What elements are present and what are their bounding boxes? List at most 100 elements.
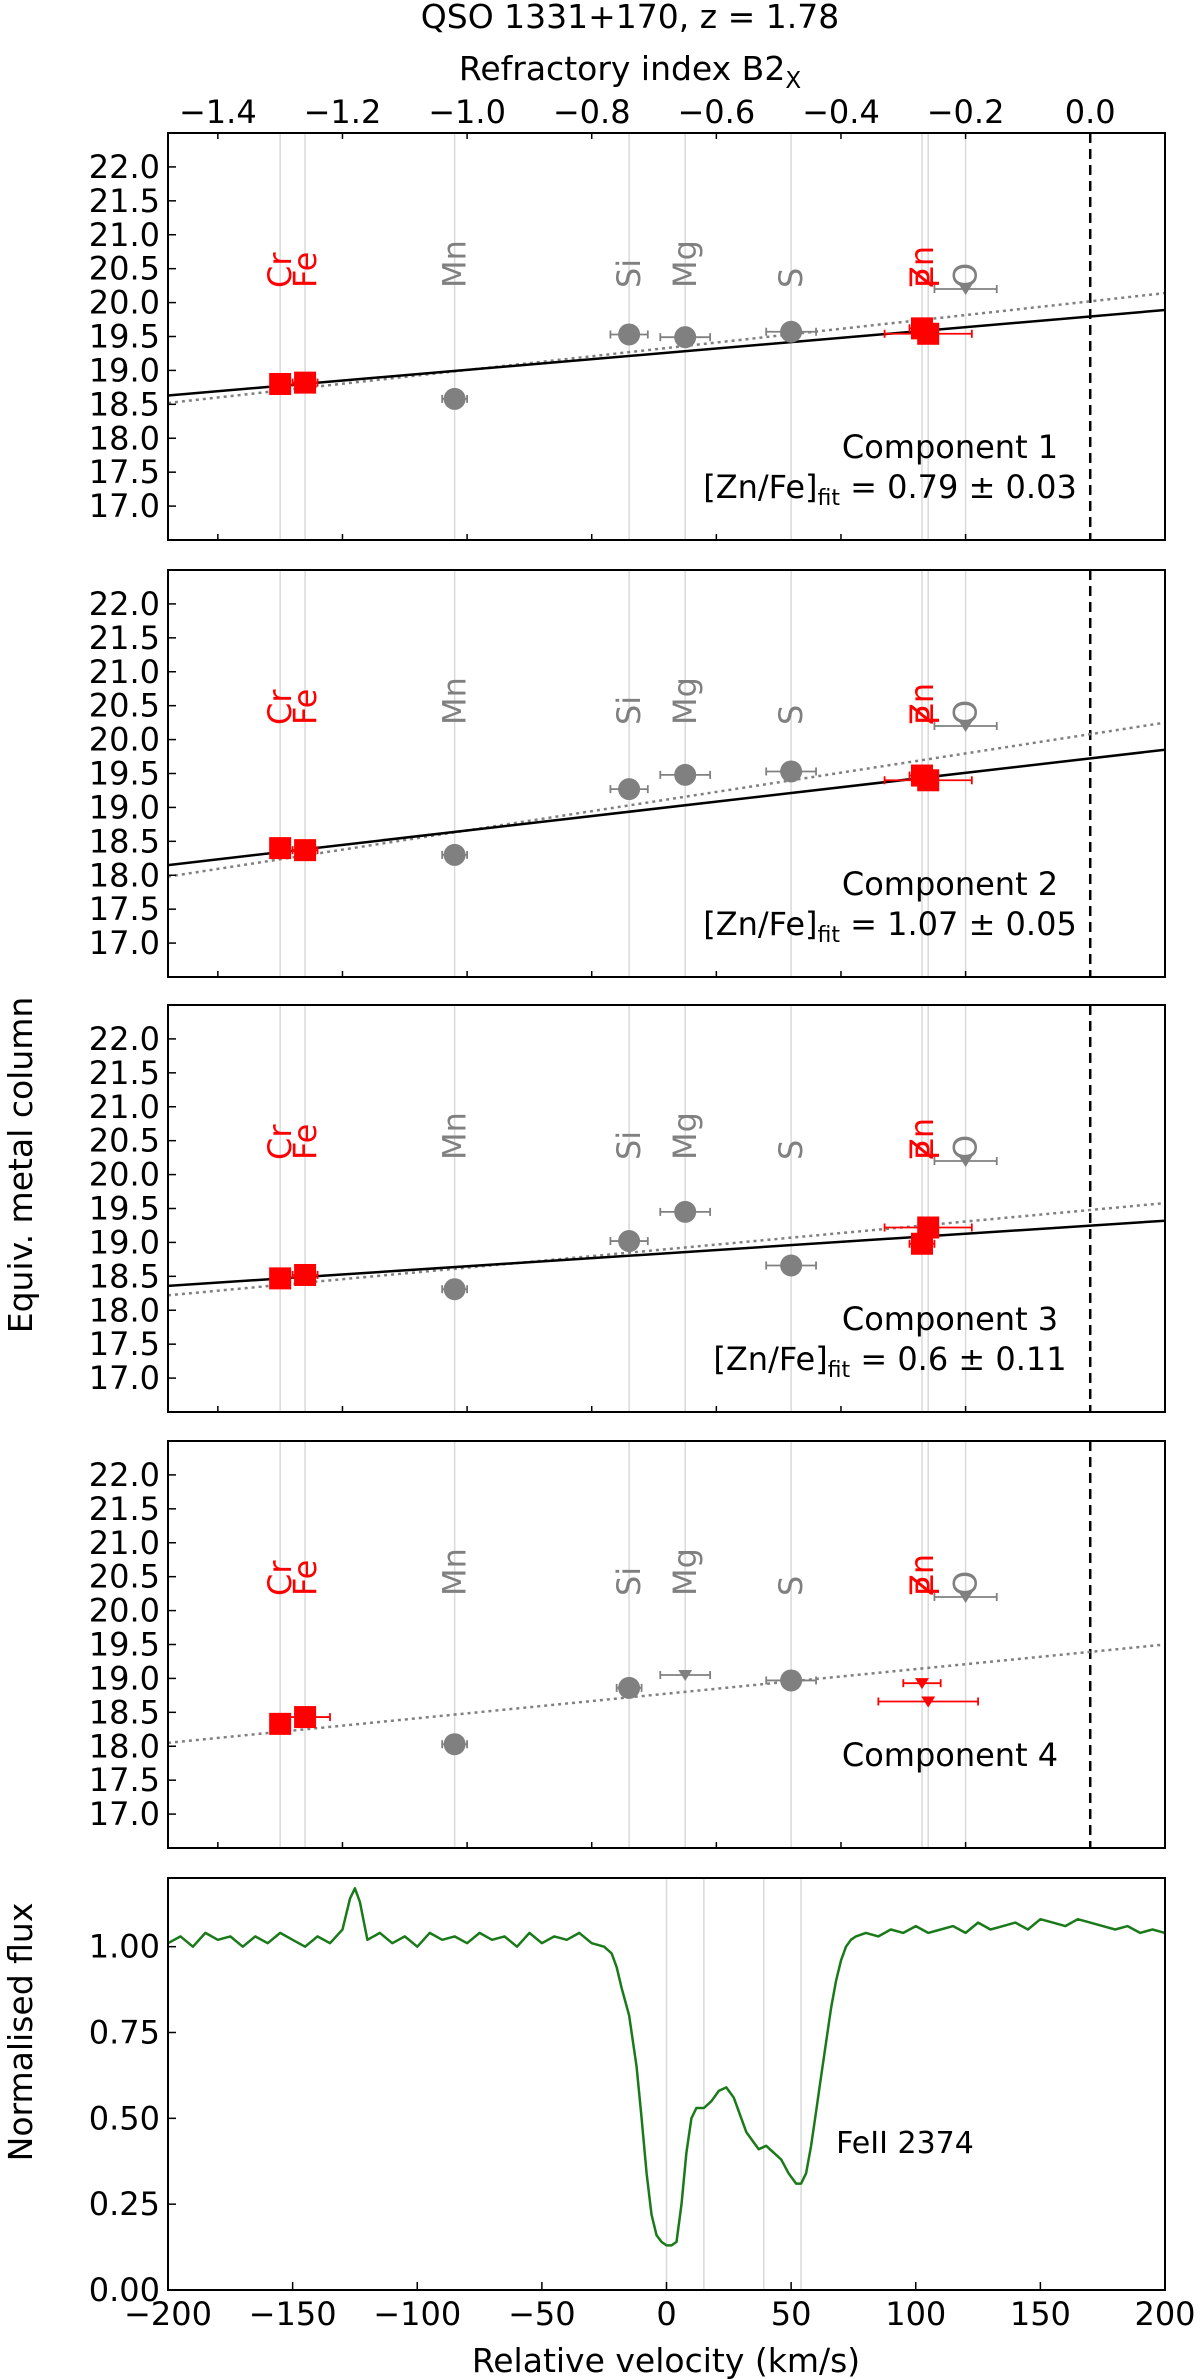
- zn-fe-fit-value: [Zn/Fe]fit = 0.6 ± 0.11: [713, 1340, 1066, 1383]
- element-label-s: S: [772, 268, 810, 288]
- x-tick-label: −150: [249, 2295, 337, 2333]
- dotted-fit-line: [168, 291, 1165, 405]
- y-tick-label: 21.5: [89, 619, 160, 657]
- top-x-tick-label: −0.6: [677, 93, 755, 131]
- data-point-p: [917, 322, 940, 345]
- y-tick-label: 19.5: [89, 318, 160, 356]
- dotted-fit-line: [168, 1643, 1165, 1745]
- y-tick-label: 18.0: [89, 419, 160, 457]
- data-point-mn: [443, 843, 466, 866]
- component-annotation: Component 3: [842, 1300, 1058, 1338]
- data-point-si: [618, 1676, 641, 1699]
- y-tick-label: 20.5: [89, 1558, 160, 1596]
- data-point-fe: [294, 839, 317, 862]
- data-point-mg: [674, 326, 697, 349]
- element-label-si: Si: [610, 696, 648, 725]
- solid-fit-line: [168, 748, 1165, 867]
- element-label-p: P: [909, 269, 947, 288]
- data-point-mn: [443, 1278, 466, 1301]
- y-tick-label: 0.75: [89, 2014, 160, 2052]
- zn-fe-fit-value: [Zn/Fe]fit = 1.07 ± 0.05: [703, 905, 1077, 948]
- y-tick-label: 17.0: [89, 1795, 160, 1833]
- dotted-fit-line: [168, 721, 1165, 878]
- element-label-zn: Zn: [903, 1554, 941, 1596]
- data-point-s: [780, 1254, 803, 1277]
- spectrum-x-axis-label: Relative velocity (km/s): [472, 2341, 860, 2379]
- data-point-mg: [678, 1670, 693, 1682]
- element-label-o: O: [947, 1571, 985, 1596]
- y-tick-label: 17.5: [89, 1761, 160, 1799]
- component-annotation: Component 2: [842, 865, 1058, 903]
- data-point-o: [958, 284, 973, 296]
- y-tick-label: 0.50: [89, 2099, 160, 2137]
- x-tick-label: 200: [1134, 2295, 1195, 2333]
- x-tick-label: −100: [373, 2295, 461, 2333]
- data-point-fe: [294, 371, 317, 394]
- element-label-fe: Fe: [286, 689, 324, 725]
- element-label-p: P: [909, 1577, 947, 1596]
- top-x-tick-label: −0.4: [802, 93, 880, 131]
- element-label-fe: Fe: [286, 1124, 324, 1160]
- y-tick-label: 18.5: [89, 385, 160, 423]
- element-label-fe: Fe: [286, 1560, 324, 1596]
- spectrum-y-axis-label: Normalised flux: [1, 1903, 40, 2162]
- element-label-s: S: [772, 705, 810, 725]
- top-axis-label: Refractory index B2X: [459, 49, 801, 94]
- element-label-s: S: [772, 1140, 810, 1160]
- element-label-fe: Fe: [286, 252, 324, 288]
- data-point-fe: [294, 1706, 317, 1729]
- data-point-cr: [269, 372, 292, 395]
- x-tick-label: 0: [656, 2295, 676, 2333]
- element-label-cr: Cr: [261, 689, 299, 725]
- top-x-tick-label: −1.4: [179, 93, 257, 131]
- y-tick-label: 20.5: [89, 1122, 160, 1160]
- spectrum-panel: 0.00 0.25 0.50 0.75 1.00 −200 −150 −100 −50 0 50 10…: [89, 1877, 1196, 2333]
- dotted-fit-line: [168, 1201, 1165, 1297]
- data-point-cr: [269, 837, 292, 860]
- x-tick-label: 100: [885, 2295, 946, 2333]
- y-tick-label: 20.0: [89, 284, 160, 322]
- data-point-s: [780, 1669, 803, 1692]
- y-tick-label: 19.0: [89, 788, 160, 826]
- top-x-tick-label: 0.0: [1065, 93, 1116, 131]
- data-point-o: [958, 1156, 973, 1168]
- shared-y-axis-label: Equiv. metal column: [1, 997, 40, 1334]
- element-label-cr: Cr: [261, 252, 299, 288]
- element-label-si: Si: [610, 259, 648, 288]
- y-tick-label: 18.5: [89, 822, 160, 860]
- y-tick-label: 19.5: [89, 1190, 160, 1228]
- y-tick-label: 17.0: [89, 924, 160, 962]
- spectrum-annotation: FeII 2374: [836, 2126, 974, 2161]
- component-annotation: Component 1: [842, 428, 1058, 466]
- element-label-mn: Mn: [436, 1112, 474, 1160]
- data-point-o: [958, 1592, 973, 1604]
- element-label-si: Si: [610, 1567, 648, 1596]
- data-point-mn: [443, 1733, 466, 1756]
- data-point-mn: [443, 387, 466, 410]
- y-tick-label: 18.0: [89, 856, 160, 894]
- element-label-mn: Mn: [436, 1548, 474, 1596]
- element-label-mg: Mg: [666, 240, 704, 288]
- y-tick-label: 18.5: [89, 1257, 160, 1295]
- y-tick-label: 17.5: [89, 890, 160, 928]
- y-tick-label: 0.25: [89, 2185, 160, 2223]
- x-tick-label: −50: [508, 2295, 576, 2333]
- data-point-p: [917, 1216, 940, 1239]
- data-point-p: [917, 769, 940, 792]
- top-x-tick-label: −0.2: [927, 93, 1005, 131]
- y-tick-label: 17.0: [89, 487, 160, 525]
- element-label-o: O: [947, 700, 985, 725]
- element-label-zn: Zn: [903, 683, 941, 725]
- y-tick-label: 19.5: [89, 755, 160, 793]
- element-label-p: P: [909, 706, 947, 725]
- y-tick-label: 22.0: [89, 148, 160, 186]
- y-tick-label: 19.0: [89, 351, 160, 389]
- y-tick-label: 19.0: [89, 1659, 160, 1697]
- data-point-mg: [674, 1200, 697, 1223]
- data-point-p: [921, 1696, 936, 1708]
